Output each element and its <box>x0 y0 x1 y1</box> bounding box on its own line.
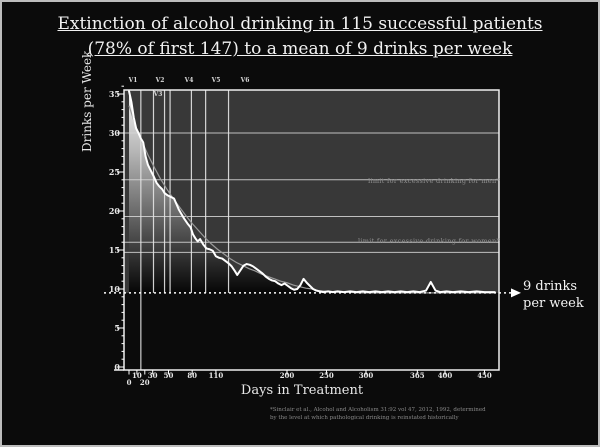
callout-line-1: 9 drinks <box>523 279 578 294</box>
nine-drinks-callout: 9 drinks per week <box>523 278 584 312</box>
visit-label-v4: V4 <box>184 77 194 84</box>
y-tick-label: 0 <box>114 362 120 372</box>
visit-label-v3: V3 <box>153 91 163 98</box>
women-limit-annotation: limit for excessive drinking for women* <box>358 237 500 245</box>
x-tick-label: 365 <box>410 371 425 380</box>
y-axis-label: Drinks per Week <box>80 50 94 152</box>
x-tick-label: 20 <box>139 377 150 387</box>
title-line-2: (78% of first 147) to a mean of 9 drinks… <box>87 39 513 59</box>
footnote-line-1: *Sinclair et al., Alcohol and Alcoholism… <box>270 407 486 413</box>
visit-label-v5: V5 <box>211 77 221 84</box>
x-tick-label: 400 <box>437 371 453 380</box>
men-limit-annotation: limit for excessive drinking for men* <box>368 177 500 185</box>
x-tick-label: 200 <box>279 371 295 380</box>
callout-line-2: per week <box>523 296 584 311</box>
y-tick-label: 25 <box>108 167 120 177</box>
x-tick-label: 10 <box>132 371 142 380</box>
visit-label-v2: V2 <box>155 77 165 84</box>
y-tick-label: 30 <box>108 128 120 138</box>
visit-label-v6: V6 <box>240 77 250 84</box>
chart-plot-area <box>104 85 521 375</box>
x-tick-label: 30 <box>147 371 158 380</box>
x-axis-label: Days in Treatment <box>240 383 364 398</box>
y-tick-label: 5 <box>114 323 120 333</box>
x-tick-label: 250 <box>319 371 334 380</box>
visit-label-v1: V1 <box>128 77 138 84</box>
x-tick-label: 50 <box>163 371 174 380</box>
y-tick-label: 35 <box>108 89 120 99</box>
y-tick-label: 20 <box>108 206 120 216</box>
y-tick-label: 15 <box>108 245 120 255</box>
chart-title: Extinction of alcohol drinking in 115 su… <box>2 12 598 62</box>
x-tick-label: 80 <box>187 371 198 380</box>
x-tick-label: 0 <box>126 377 132 387</box>
title-line-1: Extinction of alcohol drinking in 115 su… <box>57 14 543 34</box>
x-tick-label: 450 <box>477 371 492 380</box>
x-tick-label: 110 <box>208 371 224 380</box>
footnote-line-2: by the level at which pathological drink… <box>270 415 459 421</box>
x-tick-label: 300 <box>358 371 374 380</box>
y-tick-label: 10 <box>108 284 120 294</box>
